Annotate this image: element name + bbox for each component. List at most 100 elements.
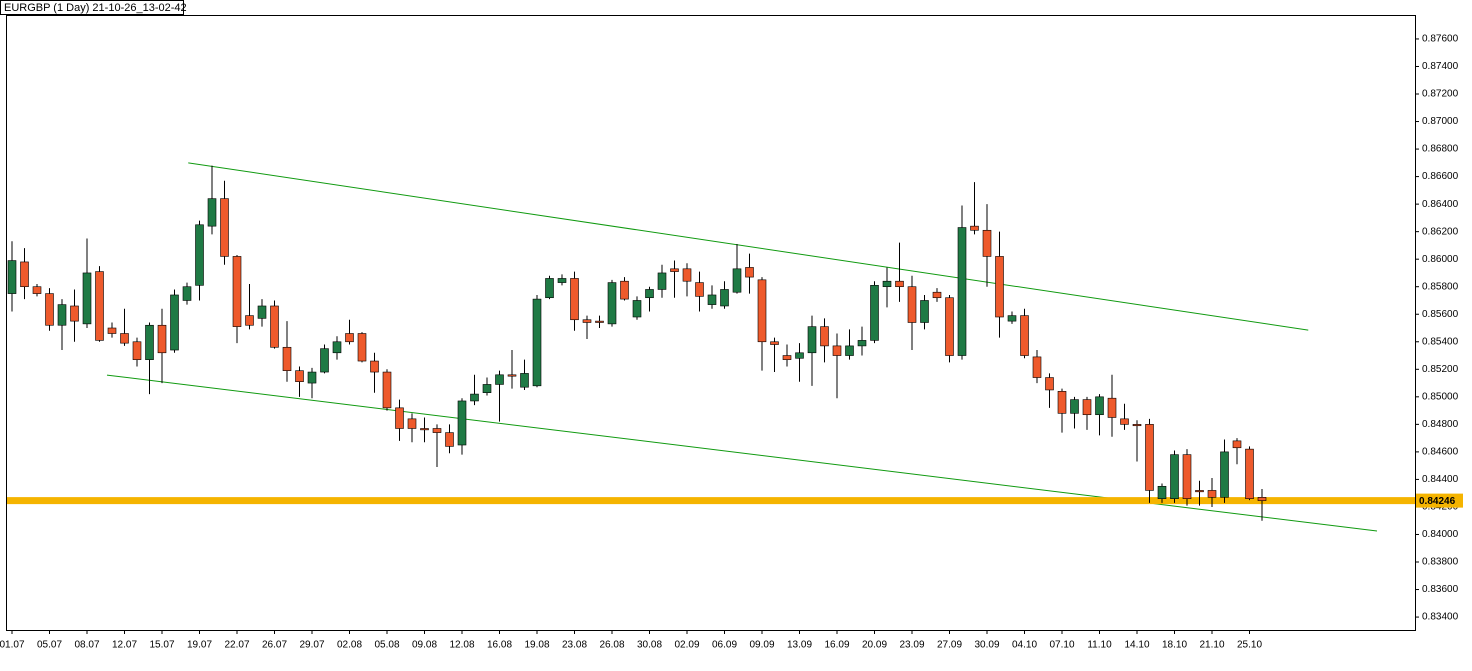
candle-body (1207, 490, 1217, 498)
candle-body (82, 272, 92, 325)
x-tick-label: 30.08 (637, 640, 662, 651)
candle-body (820, 326, 829, 347)
candle-body (957, 227, 967, 356)
x-tick-label: 02.09 (674, 640, 699, 651)
x-tick-label: 15.07 (149, 640, 174, 651)
x-tick-label: 11.10 (1087, 640, 1112, 651)
candle-body (120, 333, 129, 344)
y-tick-label: 0.83400 (1422, 612, 1459, 623)
candle-body (1245, 448, 1254, 499)
candle-body (1032, 356, 1042, 378)
candle-body (1157, 485, 1167, 499)
candle-body (220, 198, 229, 257)
x-tick-label: 14.10 (1124, 640, 1149, 651)
candle-body (770, 341, 779, 345)
y-tick-label: 0.84000 (1422, 529, 1459, 540)
candle-body (1182, 454, 1192, 499)
x-tick-label: 19.08 (524, 640, 549, 651)
candle-body (357, 333, 367, 362)
x-tick-label: 22.07 (224, 640, 249, 651)
candle-body (370, 360, 379, 373)
x-tick-label: 26.07 (262, 640, 287, 651)
x-tick-label: 09.08 (412, 640, 437, 651)
candle-body (695, 282, 704, 297)
candle-body (657, 272, 667, 290)
candle-body (432, 428, 442, 433)
y-tick-label: 0.87200 (1422, 89, 1459, 100)
y-tick-label: 0.86200 (1422, 226, 1459, 237)
candle-body (1120, 418, 1129, 425)
x-tick-label: 23.09 (899, 640, 924, 651)
y-tick-label: 0.87000 (1422, 116, 1459, 127)
candle-body (295, 370, 304, 382)
x-tick-label: 20.09 (862, 640, 887, 651)
x-tick-label: 08.07 (74, 640, 99, 651)
candle-body (232, 256, 242, 327)
candle-body (345, 333, 354, 343)
x-tick-label: 27.09 (937, 640, 962, 651)
candle-body (257, 305, 267, 319)
price-label-box (1416, 493, 1463, 508)
price-label: 0.84246 (1419, 496, 1456, 507)
candle-body (1232, 440, 1242, 449)
candle-body (445, 432, 454, 447)
candle-body (245, 315, 254, 326)
trend-line (106, 374, 1378, 532)
x-tick-label: 12.08 (449, 640, 474, 651)
x-tick-label: 05.08 (374, 640, 399, 651)
trend-line (188, 162, 1309, 331)
candle-body (570, 278, 579, 321)
candle-body (470, 393, 479, 402)
candle-body (1045, 377, 1054, 391)
candle-body (482, 384, 492, 393)
candle-body (995, 256, 1004, 318)
y-tick-label: 0.84800 (1422, 419, 1459, 430)
candle-body (707, 294, 717, 305)
y-tick-label: 0.85600 (1422, 309, 1459, 320)
candle-body (507, 374, 517, 377)
candle-body (970, 225, 979, 231)
candle-body (282, 346, 292, 371)
candle-body (520, 373, 529, 388)
candle-body (632, 300, 642, 318)
candle-body (907, 286, 917, 323)
candle-body (982, 229, 992, 257)
candle-body (1145, 424, 1154, 491)
candle-body (495, 374, 504, 385)
candle-body (870, 285, 879, 341)
candle-body (532, 298, 542, 387)
x-tick-label: 29.07 (299, 640, 324, 651)
candle-body (382, 371, 392, 409)
candle-body (170, 294, 179, 351)
candle-body (857, 340, 867, 347)
candle-body (920, 300, 929, 323)
candle-body (757, 279, 767, 343)
candle-body (1020, 315, 1029, 356)
candle-body (157, 324, 167, 354)
y-tick-label: 0.87400 (1422, 61, 1459, 72)
candle-body (7, 260, 17, 294)
candle-body (57, 304, 67, 326)
x-tick-label: 01.07 (0, 640, 25, 651)
candle-body (1082, 399, 1092, 416)
candle-body (1257, 497, 1267, 501)
x-tick-label: 02.08 (337, 640, 362, 651)
y-tick-label: 0.84400 (1422, 474, 1459, 485)
candle-body (895, 280, 904, 288)
y-tick-label: 0.85200 (1422, 364, 1459, 375)
candle-body (1007, 315, 1017, 322)
candle-body (320, 348, 329, 373)
y-tick-label: 0.84600 (1422, 447, 1459, 458)
y-tick-label: 0.83600 (1422, 584, 1459, 595)
candle-body (132, 341, 142, 360)
y-tick-label: 0.86600 (1422, 171, 1459, 182)
candle-body (1132, 424, 1142, 427)
y-tick-label: 0.87600 (1422, 34, 1459, 45)
x-tick-label: 30.09 (974, 640, 999, 651)
candle-body (1220, 451, 1229, 498)
candle-body (1057, 391, 1067, 414)
candle-body (682, 268, 692, 282)
y-tick-label: 0.85400 (1422, 336, 1459, 347)
